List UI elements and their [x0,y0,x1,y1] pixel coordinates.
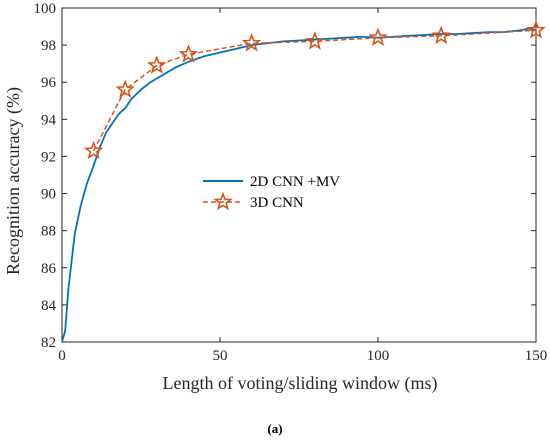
y-tick-label: 82 [41,335,56,351]
legend-box [198,167,350,215]
legend-marker-3d-cnn [213,191,233,211]
x-tick-label: 50 [213,348,228,364]
x-tick-label: 100 [367,348,390,364]
x-axis: 0 50 100 150 [58,8,547,364]
x-tick-label: 150 [525,348,548,364]
figure-caption: (a) [267,421,283,436]
series-line-2d-cnn-mv [61,27,537,343]
legend: 2D CNN +MV 3D CNN [198,167,350,215]
y-tick-label: 84 [41,298,57,314]
y-tick-label: 88 [41,224,56,240]
y-tick-label: 98 [41,38,56,54]
y-tick-label: 94 [41,112,57,128]
data-point-3d-cnn [178,44,199,63]
series-line-3d-cnn [92,29,537,152]
y-tick-label: 92 [41,149,56,165]
legend-label-3d-cnn: 3D CNN [250,195,304,211]
data-point-3d-cnn [305,31,325,50]
data-point-3d-cnn [147,55,167,74]
x-axis-label: Length of voting/sliding window (ms) [163,373,438,394]
y-axis-label: Recognition accuracy (%) [3,87,24,275]
plot-frame [61,7,537,343]
x-tick-label: 0 [58,348,66,364]
y-tick-label: 96 [41,75,57,91]
y-tick-label: 90 [41,187,56,203]
data-point-3d-cnn [241,33,262,52]
data-point-3d-cnn [83,140,104,160]
data-point-3d-cnn [526,20,546,39]
y-tick-label: 86 [41,261,57,277]
plot-area-border [61,7,537,343]
data-point-3d-cnn [115,79,135,98]
y-axis: 82 84 86 88 90 92 94 96 98 100 [34,1,536,351]
y-tick-label: 100 [34,1,57,17]
legend-label-2d-cnn-mv: 2D CNN +MV [250,174,340,190]
data-point-3d-cnn [431,25,451,45]
series-layer [61,20,546,343]
data-point-3d-cnn [368,27,388,46]
